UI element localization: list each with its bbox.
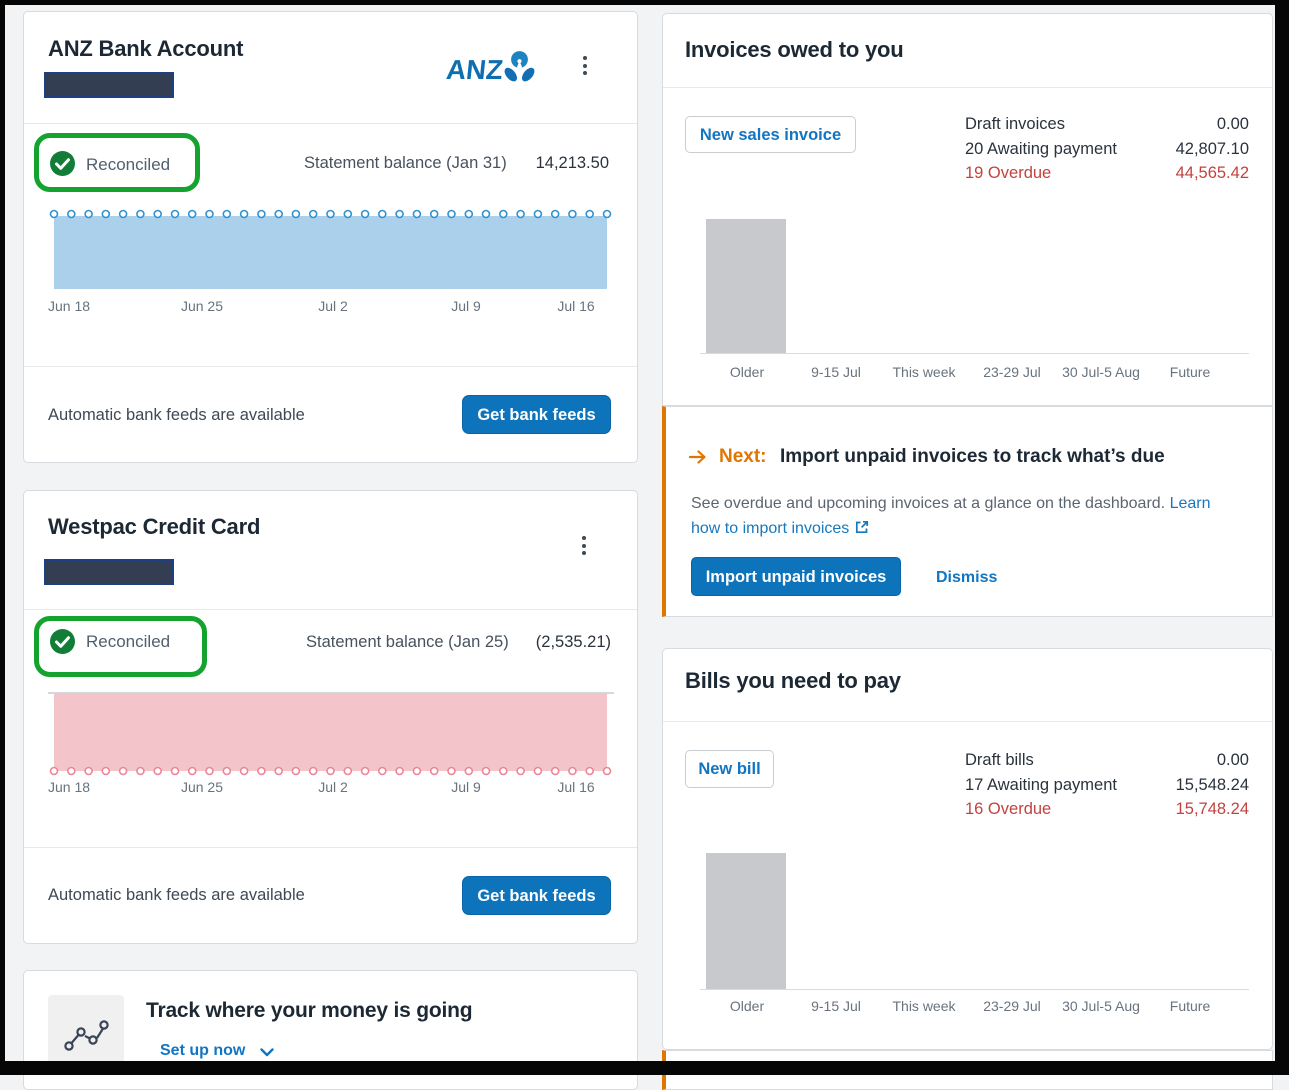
svg-text:ANZ: ANZ xyxy=(445,54,505,84)
